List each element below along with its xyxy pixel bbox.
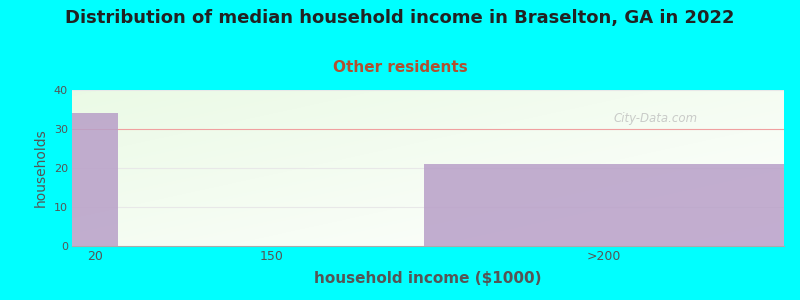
Y-axis label: households: households <box>34 129 48 207</box>
Text: City-Data.com: City-Data.com <box>613 112 698 124</box>
Text: Distribution of median household income in Braselton, GA in 2022: Distribution of median household income … <box>66 9 734 27</box>
Bar <box>425 164 784 246</box>
Bar <box>72 113 118 246</box>
Text: Other residents: Other residents <box>333 60 467 75</box>
X-axis label: household income ($1000): household income ($1000) <box>314 272 542 286</box>
